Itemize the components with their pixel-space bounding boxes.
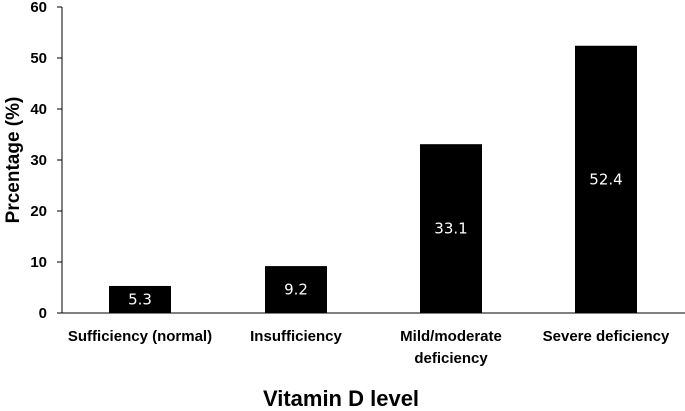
x-tick-label: Sufficiency (normal) [68, 328, 212, 345]
y-tick-label: 0 [39, 305, 47, 322]
x-tick-label: Insufficiency [250, 328, 342, 345]
bar [109, 285, 171, 313]
bars-layer [109, 45, 637, 313]
x-tick-label-line: Insufficiency [250, 328, 342, 345]
bar [420, 144, 482, 313]
x-tick-label-line: Mild/moderate [400, 328, 502, 345]
x-tick-label: Mild/moderate deficiency [400, 328, 502, 367]
y-tick-label: 30 [30, 152, 47, 169]
bar [265, 266, 327, 313]
y-ticks-layer: 0 10 20 30 40 50 60 [30, 0, 62, 322]
data-label: 5.3 [128, 290, 152, 308]
y-tick-label: 40 [30, 101, 47, 118]
category-labels-layer: Sufficiency (normal) Insufficiency Mild/mo… [68, 328, 670, 367]
x-axis-title: Vitamin D level [263, 386, 419, 411]
y-tick-label: 60 [30, 0, 47, 16]
bar [575, 45, 637, 313]
y-tick-label: 10 [30, 254, 47, 271]
x-tick-label: Severe deficiency [543, 328, 670, 345]
data-label: 9.2 [284, 281, 308, 299]
y-axis-title: Prcentage (%) [3, 97, 24, 224]
data-labels-layer: 5.3 9.2 33.1 52.4 [128, 170, 623, 308]
data-label: 33.1 [434, 220, 467, 238]
y-tick-label: 50 [30, 50, 47, 67]
x-tick-label-line: Sufficiency (normal) [68, 328, 212, 345]
data-label: 52.4 [589, 170, 622, 188]
x-tick-label-line: deficiency [414, 350, 488, 367]
y-tick-label: 20 [30, 203, 47, 220]
x-tick-label-line: Severe deficiency [543, 328, 670, 345]
